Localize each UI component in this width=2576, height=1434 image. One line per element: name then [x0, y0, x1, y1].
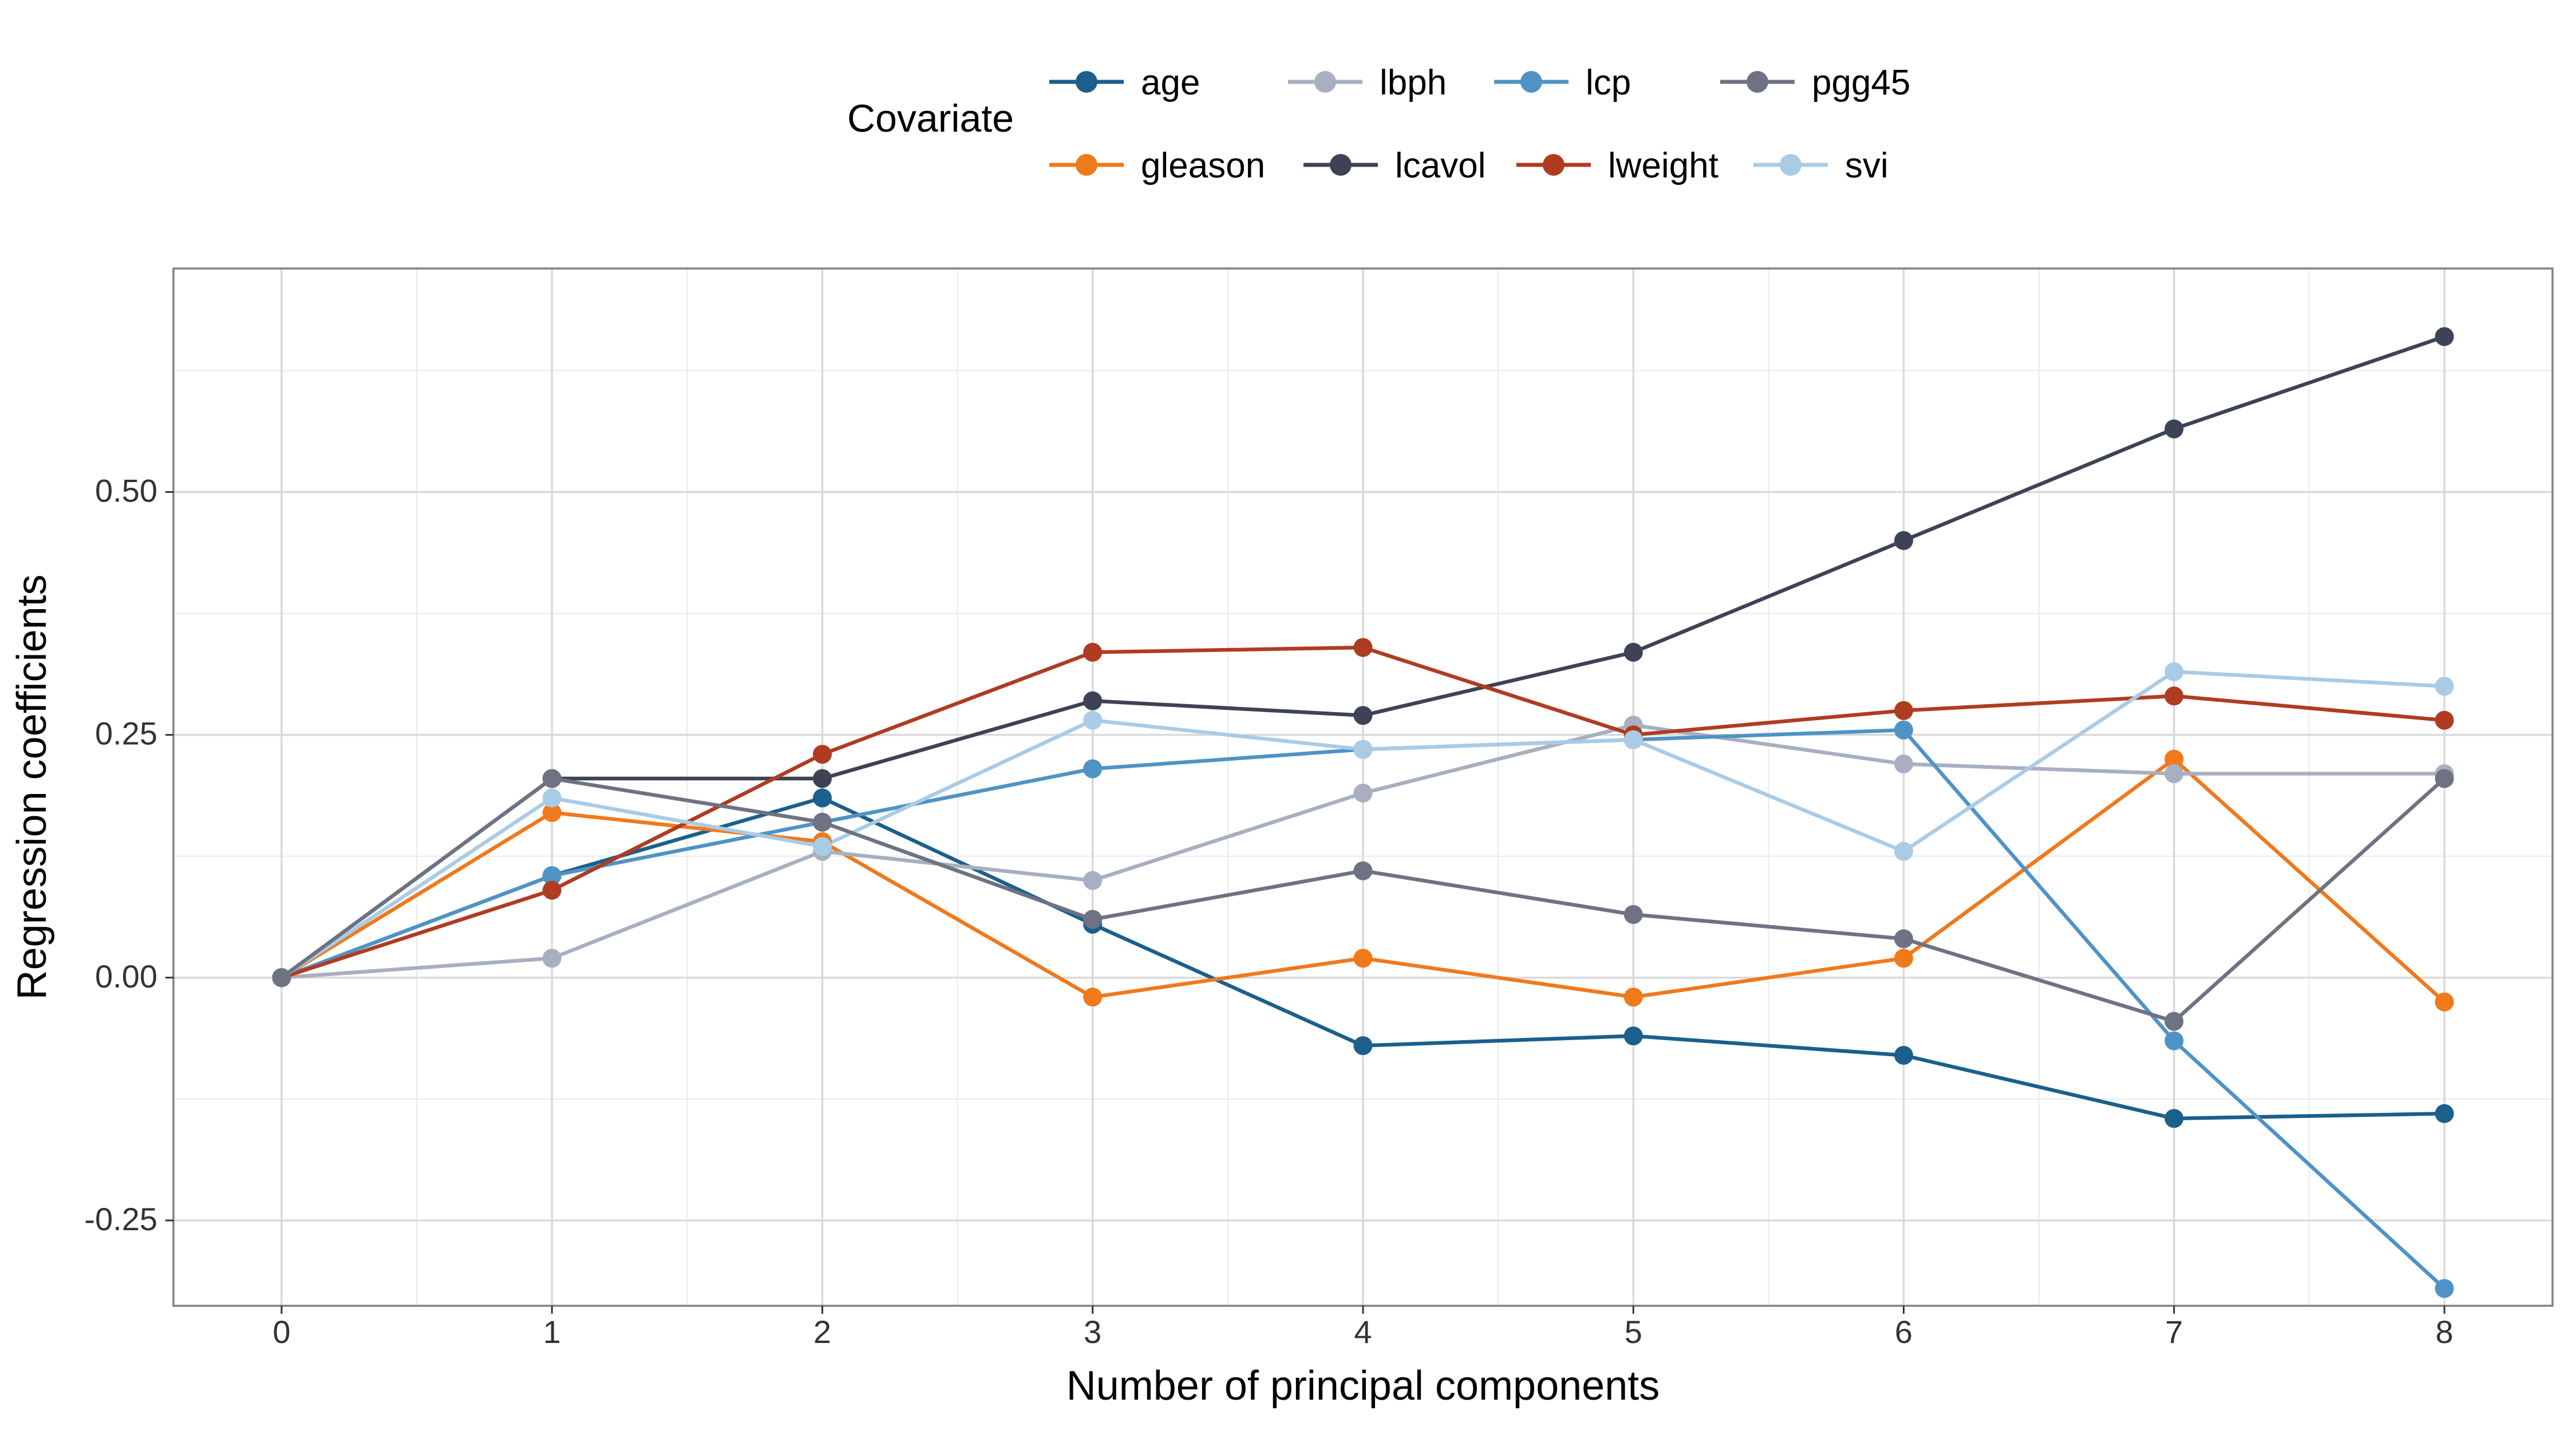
svg-text:2: 2 [813, 1314, 831, 1350]
svg-text:0.50: 0.50 [95, 473, 157, 509]
svg-text:Covariate: Covariate [847, 97, 1014, 140]
svg-text:pgg45: pgg45 [1812, 63, 1910, 102]
svg-text:0.25: 0.25 [95, 716, 157, 752]
svg-text:-0.25: -0.25 [84, 1201, 157, 1237]
svg-text:0: 0 [272, 1314, 290, 1350]
svg-text:lcp: lcp [1586, 63, 1631, 102]
svg-text:6: 6 [1895, 1314, 1913, 1350]
svg-text:4: 4 [1354, 1314, 1372, 1350]
svg-text:0.00: 0.00 [95, 958, 157, 994]
svg-text:gleason: gleason [1141, 146, 1265, 185]
svg-text:7: 7 [2165, 1314, 2183, 1350]
svg-text:svi: svi [1845, 146, 1888, 185]
svg-text:lcavol: lcavol [1395, 146, 1486, 185]
svg-text:Number of principal components: Number of principal components [1066, 1363, 1660, 1409]
svg-text:3: 3 [1084, 1314, 1101, 1350]
svg-text:5: 5 [1625, 1314, 1642, 1350]
svg-text:1: 1 [543, 1314, 561, 1350]
svg-text:lweight: lweight [1608, 146, 1718, 185]
svg-text:Regression coefficients: Regression coefficients [9, 574, 55, 1000]
svg-text:8: 8 [2436, 1314, 2453, 1350]
svg-text:lbph: lbph [1380, 63, 1447, 102]
svg-text:age: age [1141, 63, 1200, 102]
